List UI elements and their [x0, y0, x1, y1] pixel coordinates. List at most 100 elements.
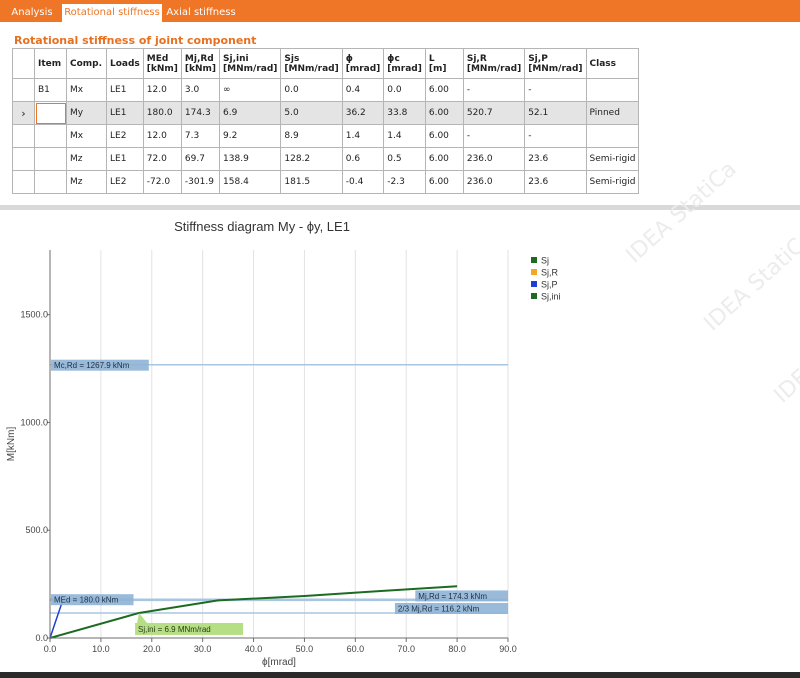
table-cell[interactable]: 36.2: [341, 101, 385, 125]
table-cell[interactable]: 138.9: [219, 147, 282, 171]
table-cell[interactable]: 180.0: [142, 101, 182, 125]
tab-axial-stiffness[interactable]: Axial stiffness: [166, 7, 236, 18]
table-cell[interactable]: LE2: [106, 170, 144, 194]
table-cell[interactable]: [585, 124, 640, 148]
table-cell[interactable]: 128.2: [280, 147, 343, 171]
column-header[interactable]: ϕ [mrad]: [341, 48, 385, 79]
table-cell[interactable]: 0.6: [341, 147, 385, 171]
table-cell[interactable]: LE1: [106, 101, 144, 125]
table-cell[interactable]: -: [524, 78, 587, 102]
table-cell[interactable]: 520.7: [462, 101, 526, 125]
column-header[interactable]: Sj,ini [MNm/rad]: [219, 48, 282, 79]
table-cell[interactable]: 6.9: [219, 101, 282, 125]
table-row-selected[interactable]: › My LE1 180.0 174.3 6.9 5.0 36.2 33.8 6…: [12, 101, 640, 125]
table-cell[interactable]: 236.0: [462, 147, 526, 171]
table-cell[interactable]: 181.5: [280, 170, 343, 194]
table-cell[interactable]: 69.7: [180, 147, 221, 171]
table-cell[interactable]: 158.4: [219, 170, 282, 194]
table-cell[interactable]: Semi-rigid: [585, 147, 640, 171]
row-indicator[interactable]: [12, 170, 35, 194]
table-cell[interactable]: 0.4: [341, 78, 385, 102]
column-header[interactable]: MEd [kNm]: [142, 48, 182, 79]
table-cell[interactable]: 23.6: [524, 147, 587, 171]
table-cell[interactable]: -72.0: [142, 170, 182, 194]
column-header[interactable]: Class: [585, 48, 640, 79]
table-cell[interactable]: Mz: [66, 170, 107, 194]
table-cell[interactable]: 7.3: [180, 124, 221, 148]
legend-label: Sj,P: [541, 280, 558, 290]
chart-legend[interactable]: Sj Sj,R Sj,P Sj,ini: [531, 256, 561, 302]
tab-rotational-stiffness[interactable]: Rotational stiffness: [62, 4, 162, 22]
table-cell[interactable]: Mz: [66, 147, 107, 171]
table-cell[interactable]: Pinned: [585, 101, 640, 125]
column-header[interactable]: Mj,Rd [kNm]: [180, 48, 221, 79]
table-cell[interactable]: 0.0: [383, 78, 426, 102]
table-cell[interactable]: [34, 147, 67, 171]
table-cell[interactable]: LE1: [106, 147, 144, 171]
table-cell[interactable]: 12.0: [142, 124, 182, 148]
column-header[interactable]: ϕc [mrad]: [383, 48, 426, 79]
table-cell[interactable]: [34, 170, 67, 194]
table-cell[interactable]: -0.4: [341, 170, 385, 194]
row-selected-indicator-icon[interactable]: ›: [12, 101, 35, 125]
table-cell[interactable]: 6.00: [424, 78, 464, 102]
table-cell[interactable]: 6.00: [424, 101, 464, 125]
table-cell[interactable]: 174.3: [180, 101, 221, 125]
table-cell[interactable]: 3.0: [180, 78, 221, 102]
column-header[interactable]: Sj,P [MNm/rad]: [524, 48, 587, 79]
table-cell[interactable]: LE2: [106, 124, 144, 148]
row-indicator[interactable]: [12, 78, 35, 102]
table-cell[interactable]: 12.0: [142, 78, 182, 102]
annotation-pointer: [137, 612, 148, 623]
table-cell[interactable]: -: [462, 78, 526, 102]
table-cell[interactable]: 23.6: [524, 170, 587, 194]
column-header[interactable]: L [m]: [424, 48, 464, 79]
table-row[interactable]: Mz LE1 72.0 69.7 138.9 128.2 0.6 0.5 6.0…: [12, 147, 640, 171]
table-cell[interactable]: 6.00: [424, 170, 464, 194]
table-cell[interactable]: 72.0: [142, 147, 182, 171]
table-cell[interactable]: -301.9: [180, 170, 221, 194]
legend-label: Sj,R: [541, 268, 559, 278]
table-cell[interactable]: 6.00: [424, 147, 464, 171]
table-cell[interactable]: 9.2: [219, 124, 282, 148]
column-header[interactable]: Comp.: [66, 48, 107, 79]
indicator-header: [12, 48, 35, 79]
table-cell[interactable]: [34, 124, 67, 148]
table-row[interactable]: B1 Mx LE1 12.0 3.0 ∞ 0.0 0.4 0.0 6.00 - …: [12, 78, 640, 102]
table-cell[interactable]: 1.4: [383, 124, 426, 148]
table-cell[interactable]: LE1: [106, 78, 144, 102]
legend-swatch: [531, 257, 537, 263]
table-cell[interactable]: -: [462, 124, 526, 148]
table-cell[interactable]: 6.00: [424, 124, 464, 148]
table-cell[interactable]: 0.0: [280, 78, 343, 102]
table-cell[interactable]: 236.0: [462, 170, 526, 194]
table-row[interactable]: Mz LE2 -72.0 -301.9 158.4 181.5 -0.4 -2.…: [12, 170, 640, 194]
table-cell[interactable]: 52.1: [524, 101, 587, 125]
table-cell[interactable]: -2.3: [383, 170, 426, 194]
table-row[interactable]: Mx LE2 12.0 7.3 9.2 8.9 1.4 1.4 6.00 - -: [12, 124, 640, 148]
table-cell[interactable]: 0.5: [383, 147, 426, 171]
row-indicator[interactable]: [12, 124, 35, 148]
column-header[interactable]: Sjs [MNm/rad]: [280, 48, 343, 79]
table-cell[interactable]: 33.8: [383, 101, 426, 125]
table-cell[interactable]: Semi-rigid: [585, 170, 640, 194]
column-header[interactable]: Loads: [106, 48, 144, 79]
table-cell[interactable]: [34, 101, 67, 125]
table-cell[interactable]: ∞: [219, 78, 282, 102]
tab-analysis[interactable]: Analysis: [11, 7, 53, 18]
table-cell[interactable]: 8.9: [280, 124, 343, 148]
column-header[interactable]: Sj,R [MNm/rad]: [462, 48, 526, 79]
table-cell[interactable]: 5.0: [280, 101, 343, 125]
row-indicator[interactable]: [12, 147, 35, 171]
table-cell[interactable]: 1.4: [341, 124, 385, 148]
column-header[interactable]: Item: [34, 48, 67, 79]
table-cell[interactable]: My: [66, 101, 107, 125]
table-cell[interactable]: B1: [34, 78, 67, 102]
table-cell[interactable]: Mx: [66, 124, 107, 148]
table-cell[interactable]: -: [524, 124, 587, 148]
panel-splitter[interactable]: [0, 205, 800, 210]
table-cell[interactable]: [585, 78, 640, 102]
x-tick-label: 60.0: [347, 644, 365, 654]
x-tick-label: 20.0: [143, 644, 161, 654]
table-cell[interactable]: Mx: [66, 78, 107, 102]
